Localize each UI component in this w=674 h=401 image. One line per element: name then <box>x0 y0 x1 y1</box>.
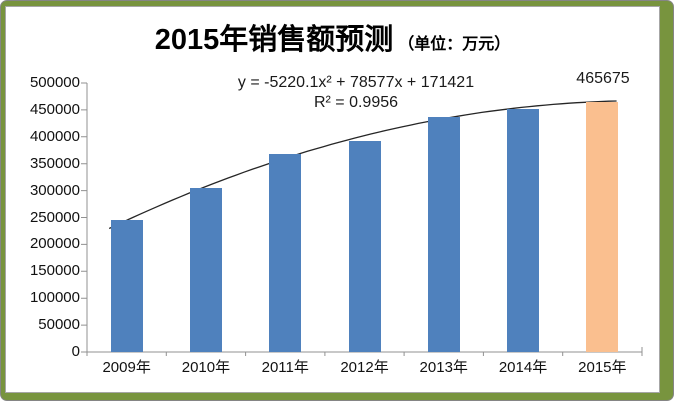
x-axis-label-2012: 2012年 <box>340 359 389 376</box>
trendline-equation: y = -5220.1x² + 78577x + 171421 <box>237 74 475 91</box>
y-axis-label-50000: 50000 <box>38 316 80 334</box>
trendline-r-squared: R² = 0.9956 <box>313 94 399 111</box>
bar-2015[interactable] <box>586 101 619 352</box>
chart-canvas <box>81 82 643 356</box>
axis-lines <box>81 82 643 356</box>
bar-2010[interactable] <box>189 187 222 352</box>
y-axis-label-0: 0 <box>71 343 80 360</box>
y-axis-label-100000: 100000 <box>29 289 80 307</box>
bar-2011[interactable] <box>269 154 302 352</box>
bar-2009[interactable] <box>110 220 143 352</box>
y-axis-label-250000: 250000 <box>29 208 80 226</box>
bar-2013[interactable] <box>427 116 460 352</box>
x-axis-label-2010: 2010年 <box>181 359 231 376</box>
y-axis-label-350000: 350000 <box>29 154 80 172</box>
y-axis-label-150000: 150000 <box>29 262 80 280</box>
y-axis-label-500000: 500000 <box>29 74 80 91</box>
forecast-data-label[interactable]: 465675 <box>576 70 630 87</box>
bar-2014[interactable] <box>507 108 540 352</box>
x-axis-label-2009: 2009年 <box>102 359 151 376</box>
y-axis-label-200000: 200000 <box>29 235 80 253</box>
y-axis-label-450000: 450000 <box>29 100 80 118</box>
x-axis-label-2014: 2014年 <box>498 359 548 376</box>
trendline-label[interactable]: y = -5220.1x² + 78577x + 171421 R² = 0.9… <box>206 73 506 113</box>
chart-title[interactable]: 2015年销售额预测 （单位：万元） <box>6 16 659 58</box>
y-axis-label-300000: 300000 <box>29 181 80 199</box>
chart-area[interactable]: 2015年销售额预测 （单位：万元） y = -5220.1x² + 78577… <box>5 6 660 393</box>
chart-title-text: 2015年销售额预测 <box>154 24 394 56</box>
y-axis-label-400000: 400000 <box>29 127 80 145</box>
bar-2012[interactable] <box>348 141 381 352</box>
chart-title-unit: （单位：万元） <box>398 36 511 53</box>
x-axis-label-2015: 2015年 <box>578 359 627 376</box>
x-axis-label-2013: 2013年 <box>419 359 468 376</box>
x-axis-label-2011: 2011年 <box>261 359 309 376</box>
